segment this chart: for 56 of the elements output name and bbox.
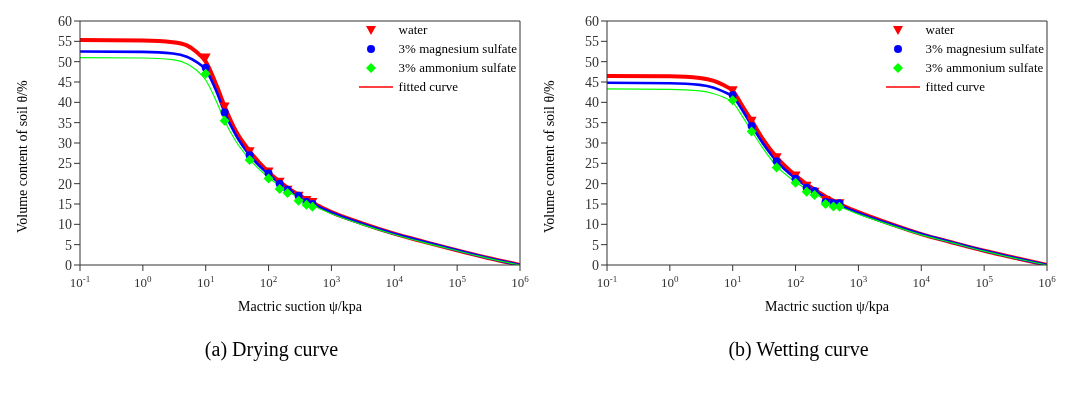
y-tick-label: 35 bbox=[585, 115, 599, 131]
x-tick-label: 10$^{4}$ bbox=[912, 274, 931, 290]
y-tick-label: 45 bbox=[585, 74, 599, 90]
x-tick-label: 10$^{-1}$ bbox=[596, 274, 618, 290]
y-tick-label: 30 bbox=[585, 135, 599, 151]
y-tick-label: 20 bbox=[585, 176, 599, 192]
x-tick-label: 10$^{4}$ bbox=[385, 274, 404, 290]
x-tick-label: 10$^{-1}$ bbox=[69, 274, 91, 290]
legend-label: water bbox=[925, 21, 955, 38]
x-tick-label: 10$^{5}$ bbox=[975, 274, 994, 290]
y-tick-label: 55 bbox=[585, 34, 599, 50]
x-tick-label: 10$^{1}$ bbox=[196, 274, 215, 290]
legend-label: fitted curve bbox=[925, 78, 986, 95]
y-tick-label: 25 bbox=[585, 156, 599, 172]
y-tick-label: 30 bbox=[58, 135, 72, 151]
y-tick-label: 15 bbox=[585, 196, 599, 212]
y-tick-label: 35 bbox=[58, 115, 72, 131]
x-tick-label: 10$^{2}$ bbox=[259, 274, 278, 290]
x-tick-label: 10$^{3}$ bbox=[849, 274, 868, 290]
legend-label: 3% magnesium sulfate bbox=[398, 40, 517, 57]
legend-label: 3% ammonium sulfate bbox=[398, 59, 517, 76]
y-axis-title: Volume content of soil θ/% bbox=[14, 80, 30, 233]
x-tick-label: 10$^{6}$ bbox=[511, 274, 530, 290]
y-tick-label: 60 bbox=[58, 13, 72, 29]
y-tick-label: 40 bbox=[58, 95, 72, 111]
legend-label: water bbox=[398, 21, 428, 38]
y-tick-label: 50 bbox=[58, 54, 72, 70]
y-tick-label: 5 bbox=[65, 237, 72, 253]
legend-label: fitted curve bbox=[398, 78, 459, 95]
y-tick-label: 5 bbox=[592, 237, 599, 253]
x-axis-title: Mactric suction ψ/kpa bbox=[238, 299, 363, 314]
y-tick-label: 0 bbox=[592, 257, 599, 273]
y-tick-label: 55 bbox=[58, 34, 72, 50]
x-tick-label: 10$^{2}$ bbox=[786, 274, 805, 290]
y-tick-label: 10 bbox=[58, 217, 72, 233]
y-tick-label: 40 bbox=[585, 95, 599, 111]
legend-label: 3% magnesium sulfate bbox=[925, 40, 1044, 57]
x-tick-label: 10$^{0}$ bbox=[134, 274, 153, 290]
y-tick-label: 10 bbox=[585, 217, 599, 233]
text: (b) Wetting curve bbox=[727, 338, 870, 361]
text: (a) Drying curve bbox=[203, 338, 340, 361]
y-axis-title: Volume content of soil θ/% bbox=[541, 80, 557, 233]
y-tick-label: 45 bbox=[58, 74, 72, 90]
y-tick-label: 0 bbox=[65, 257, 72, 273]
legend-label: 3% ammonium sulfate bbox=[925, 59, 1044, 76]
x-tick-label: 10$^{3}$ bbox=[322, 274, 341, 290]
x-tick-label: 10$^{0}$ bbox=[661, 274, 680, 290]
x-tick-label: 10$^{5}$ bbox=[448, 274, 467, 290]
x-tick-label: 10$^{1}$ bbox=[723, 274, 742, 290]
x-tick-label: 10$^{6}$ bbox=[1038, 274, 1057, 290]
y-tick-label: 60 bbox=[585, 13, 599, 29]
y-tick-label: 50 bbox=[585, 54, 599, 70]
y-tick-label: 25 bbox=[58, 156, 72, 172]
x-axis-title: Mactric suction ψ/kpa bbox=[765, 299, 890, 314]
y-tick-label: 15 bbox=[58, 196, 72, 212]
y-tick-label: 20 bbox=[58, 176, 72, 192]
